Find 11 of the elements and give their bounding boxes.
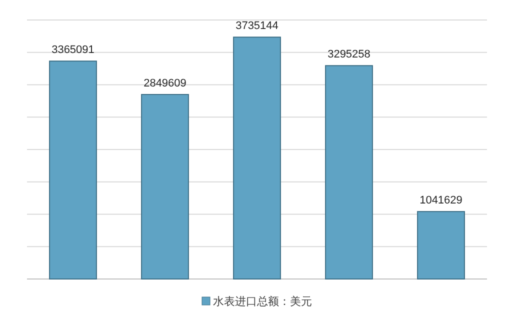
data-label: 3365091	[52, 44, 94, 56]
bar	[233, 36, 281, 280]
bar	[49, 60, 97, 280]
bar	[141, 94, 189, 280]
data-label: 3735144	[236, 20, 278, 32]
data-label: 2849609	[144, 77, 186, 90]
data-label: 3295258	[328, 48, 370, 61]
data-label: 1041629	[420, 194, 462, 207]
legend-label: 水表进口总额：美元	[213, 295, 312, 308]
bar	[417, 211, 465, 280]
bar	[325, 65, 373, 280]
